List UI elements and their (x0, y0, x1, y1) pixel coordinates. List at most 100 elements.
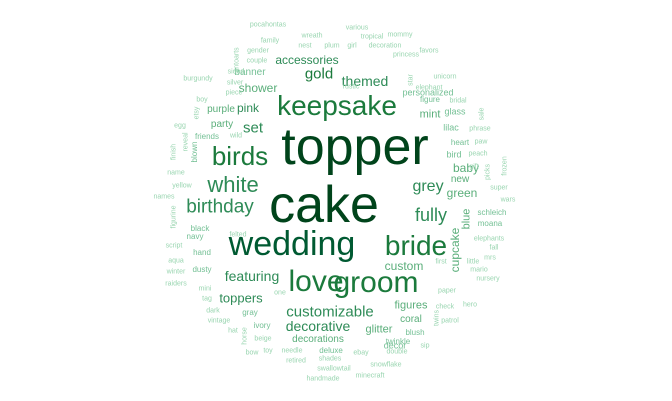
word-white: white (207, 172, 259, 197)
word-gender: gender (247, 47, 269, 55)
word-family: family (260, 37, 280, 45)
word-script: script (165, 242, 183, 250)
word-ivory: ivory (253, 321, 271, 330)
word-toy: toy (263, 347, 273, 355)
word-coral: coral (400, 314, 422, 325)
word-decorations: decorations (292, 334, 344, 345)
word-snowflake: snowflake (370, 361, 402, 369)
word-paper: paper (438, 287, 456, 295)
word-finish: finish (170, 143, 178, 161)
word-set: set (242, 119, 264, 137)
word-featuring: featuring (224, 268, 280, 284)
word-blue: blue (460, 208, 473, 230)
word-bird: bird (446, 149, 462, 160)
word-bride: bride (384, 230, 448, 261)
word-personalized: personalized (402, 87, 454, 98)
word-navy: navy (186, 232, 204, 241)
word-baby: baby (452, 161, 480, 175)
word-sided: sided (227, 68, 245, 76)
word-aqua: aqua (168, 257, 184, 265)
word-name: name (167, 169, 185, 177)
word-lilac: lilac (443, 122, 459, 133)
word-needle: needle (281, 347, 303, 355)
word-favors: favors (419, 47, 439, 55)
word-pink: pink (236, 101, 260, 115)
word-wild: wild (229, 132, 243, 140)
word-themed: themed (341, 73, 389, 89)
word-one: one (274, 289, 286, 297)
word-glass: glass (444, 106, 466, 117)
word-decoration: decoration (368, 42, 402, 50)
word-mrs: mrs (484, 254, 496, 262)
word-phrase: phrase (469, 125, 491, 133)
word-accessories: accessories (275, 53, 339, 67)
word-wars: wars (500, 196, 516, 204)
word-banner: banner (234, 67, 266, 78)
word-hand: hand (193, 248, 211, 257)
word-glitter: glitter (365, 323, 393, 336)
word-keepsake: keepsake (277, 90, 397, 121)
word-twinkle: twinkle (385, 337, 411, 346)
word-beige: beige (254, 335, 272, 343)
word-tropical: tropical (360, 33, 384, 41)
word-blush: blush (405, 328, 425, 337)
word-nursery: nursery (476, 275, 500, 283)
word-elephants: elephants (473, 235, 505, 243)
word-decorative: decorative (285, 318, 351, 334)
word-retired: retired (286, 357, 306, 365)
word-mommy: mommy (387, 31, 413, 39)
word-cupcake: cupcake (448, 227, 462, 273)
word-sale: sale (478, 107, 486, 121)
word-cake: cake (269, 176, 379, 234)
word-mario: mario (470, 266, 488, 274)
word-double: double (386, 348, 408, 356)
word-friends: friends (194, 132, 220, 141)
word-couple: couple (246, 57, 268, 65)
word-love: love (288, 265, 344, 298)
word-first: first (435, 258, 447, 266)
word-dusty: dusty (192, 265, 212, 274)
word-nest: nest (298, 42, 312, 50)
word-grey: grey (412, 178, 444, 195)
word-birthday: birthday (186, 196, 254, 218)
word-customizable: customizable (286, 303, 374, 321)
word-rustic: rustic (342, 83, 360, 91)
word-figurine: figurine (170, 205, 178, 229)
word-peach: peach (468, 150, 488, 158)
word-purple: purple (207, 104, 235, 115)
word-figure: figure (419, 95, 441, 104)
word-dark: dark (206, 307, 220, 315)
word-heart: heart (450, 138, 470, 147)
word-wreath: wreath (301, 32, 323, 40)
word-handmade: handmade (306, 375, 340, 383)
word-deluxe: deluxe (319, 346, 343, 355)
word-party: party (210, 119, 234, 130)
word-fully: fully (414, 205, 448, 225)
word-hat: hat (228, 327, 238, 335)
word-black: black (190, 224, 210, 233)
word-birds: birds (211, 141, 269, 171)
word-swallowtail: swallowtail (317, 365, 351, 373)
word-piece: piece (225, 89, 243, 97)
word-frozen: frozen (501, 156, 509, 176)
word-elephant: elephant (415, 84, 443, 92)
word-moana: moana (477, 219, 503, 228)
word-decor: decor (383, 340, 407, 351)
word-fall: fall (489, 244, 499, 252)
word-yellow: yellow (172, 182, 192, 190)
word-schleich: schleich (477, 208, 507, 217)
word-mint: mint (419, 108, 441, 121)
word-mini: mini (198, 285, 212, 293)
word-princess: princess (392, 51, 420, 59)
word-toppers: toppers (219, 290, 263, 306)
word-new: new (450, 174, 470, 185)
word-wedding: wedding (228, 225, 356, 263)
word-blown: blown (190, 141, 199, 163)
word-shower: shower (238, 81, 278, 95)
word-super: super (490, 184, 508, 192)
word-reveal: reveal (182, 132, 190, 152)
word-gift: gift (469, 163, 479, 171)
word-little: little (466, 258, 480, 266)
word-winter: winter (166, 268, 186, 276)
